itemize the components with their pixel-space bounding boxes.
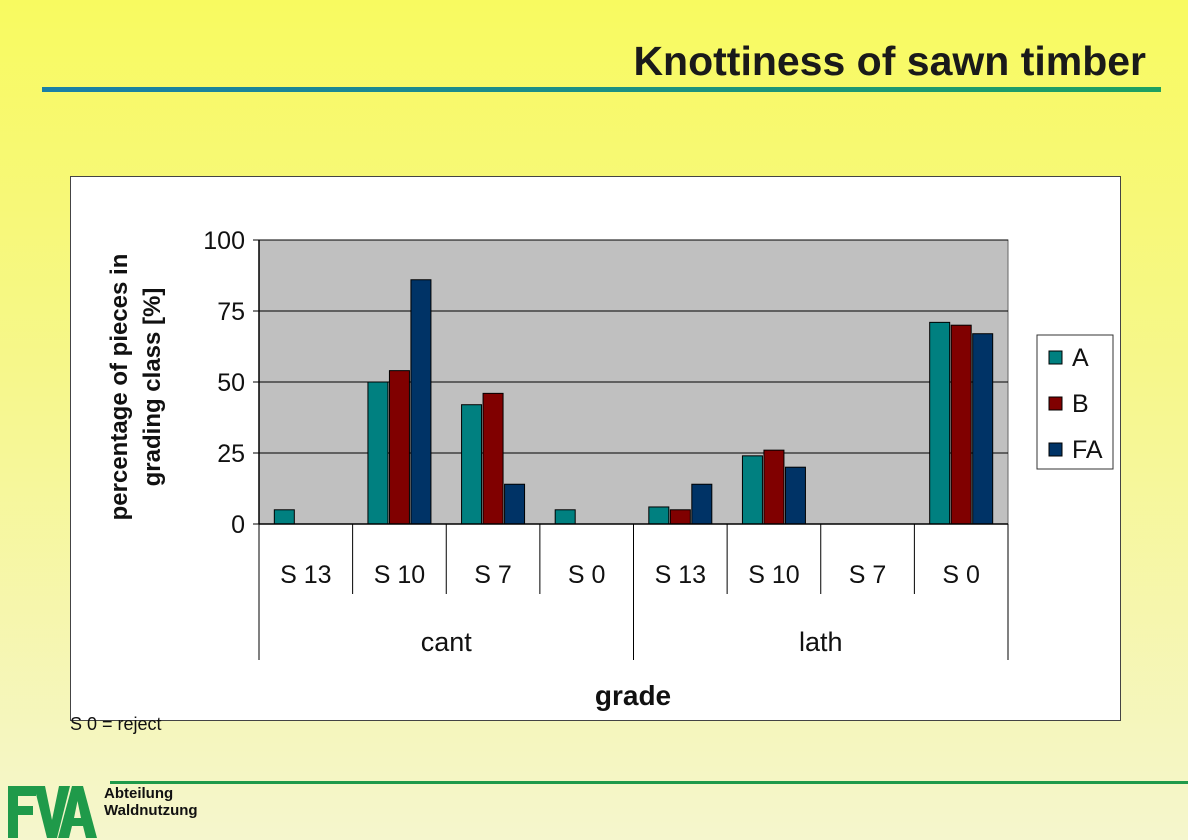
y-tick-label: 0 — [231, 511, 245, 539]
bar-b — [669, 509, 691, 525]
bar-b — [388, 370, 410, 525]
category-label: S 0 — [568, 561, 606, 589]
title-divider — [42, 87, 1161, 92]
bar-a — [367, 381, 389, 525]
bar-fa — [691, 483, 713, 525]
category-label: S 0 — [942, 561, 980, 589]
legend-label-fa: FA — [1072, 436, 1103, 464]
x-axis-title: grade — [595, 680, 671, 711]
y-tick-label: 100 — [203, 227, 245, 255]
bar-a — [741, 455, 763, 525]
y-tick-label: 25 — [217, 440, 245, 468]
category-label: S 13 — [655, 561, 706, 589]
legend-swatch-fa — [1048, 442, 1063, 457]
bar-a — [273, 509, 295, 525]
legend-label-b: B — [1072, 390, 1089, 418]
group-label: cant — [421, 627, 473, 657]
legend: AB FA — [1036, 334, 1114, 470]
bar-fa — [784, 466, 806, 525]
legend-swatch-a — [1048, 350, 1063, 365]
bar-fa — [972, 333, 994, 525]
bar-b — [482, 392, 504, 525]
category-label: S 10 — [374, 561, 425, 589]
y-tick-label: 50 — [217, 369, 245, 397]
footer-divider — [110, 781, 1188, 784]
department-line2: Waldnutzung — [104, 802, 198, 819]
bar-a — [648, 506, 670, 525]
fva-logo — [8, 786, 97, 838]
category-label: S 7 — [474, 561, 512, 589]
slide-title: Knottiness of sawn timber — [633, 38, 1146, 84]
group-label: lath — [799, 627, 843, 657]
bar-a — [461, 404, 483, 525]
y-axis-title-line1: percentage of pieces in — [106, 254, 133, 521]
bar-fa — [504, 483, 526, 525]
department-line1: Abteilung — [104, 785, 174, 802]
bar-a — [929, 321, 951, 525]
legend-label-a: A — [1072, 344, 1089, 372]
bar-fa — [410, 279, 432, 525]
category-label: S 7 — [849, 561, 887, 589]
department-label: Abteilung Waldnutzung — [104, 785, 198, 819]
y-tick-label: 75 — [217, 298, 245, 326]
bar-b — [763, 449, 785, 525]
category-label: S 13 — [280, 561, 331, 589]
footnote: S 0 = reject — [70, 714, 162, 734]
legend-swatch-b — [1048, 396, 1063, 411]
bar-b — [950, 324, 972, 525]
category-label: S 10 — [748, 561, 799, 589]
bar-a — [554, 509, 576, 525]
y-axis-title-line2: grading class [%] — [139, 288, 166, 487]
